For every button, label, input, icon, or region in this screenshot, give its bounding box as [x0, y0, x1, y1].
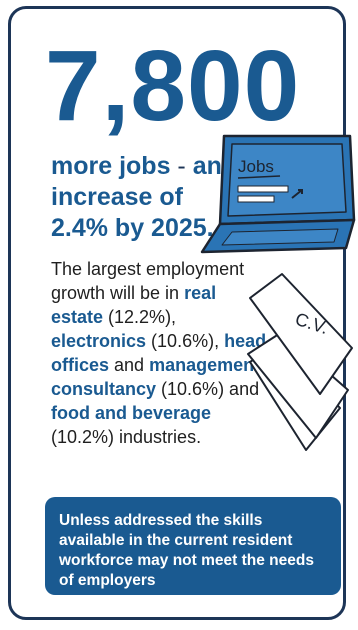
headline-part2: an increase of 2.4% by 2025.: [51, 152, 222, 242]
industry-food-and-beverage: food and beverage: [51, 403, 212, 423]
callout-text: Unless addressed the skills available in…: [59, 512, 314, 589]
cursor-icon: [291, 189, 303, 199]
industry-electronics: electronics: [51, 331, 147, 351]
industry-real-estate: real estate: [51, 283, 217, 327]
body-text-6: (10.2%) industries.: [51, 427, 202, 447]
laptop-cv-illustration: C.V. Jobs: [200, 134, 356, 451]
industry-management-consultancy: management consultancy: [51, 355, 261, 399]
cv-papers-icon: C.V.: [247, 273, 353, 451]
headline-separator: -: [170, 152, 193, 180]
skills-callout: Unless addressed the skills available in…: [45, 497, 341, 595]
body-text-1: The largest employment growth will be in: [51, 259, 245, 303]
screen-jobs-label: Jobs: [238, 157, 274, 176]
headline-part1: more jobs: [51, 152, 171, 180]
screen-field-1: [237, 185, 289, 193]
screen-field-2: [237, 195, 275, 203]
body-text-4: and: [109, 355, 150, 375]
body-text-5: (10.6%) and: [156, 379, 260, 399]
growth-description: The largest employment growth will be in…: [51, 257, 271, 449]
body-text-3: (10.6%),: [146, 331, 225, 351]
body-text-2: (12.2%),: [103, 307, 177, 327]
industry-head-offices: head offices: [51, 331, 267, 375]
jobs-stat-value: 7,800: [45, 30, 301, 142]
laptop-icon: Jobs: [200, 134, 356, 254]
headline: more jobs - an increase of 2.4% by 2025.: [51, 151, 231, 244]
